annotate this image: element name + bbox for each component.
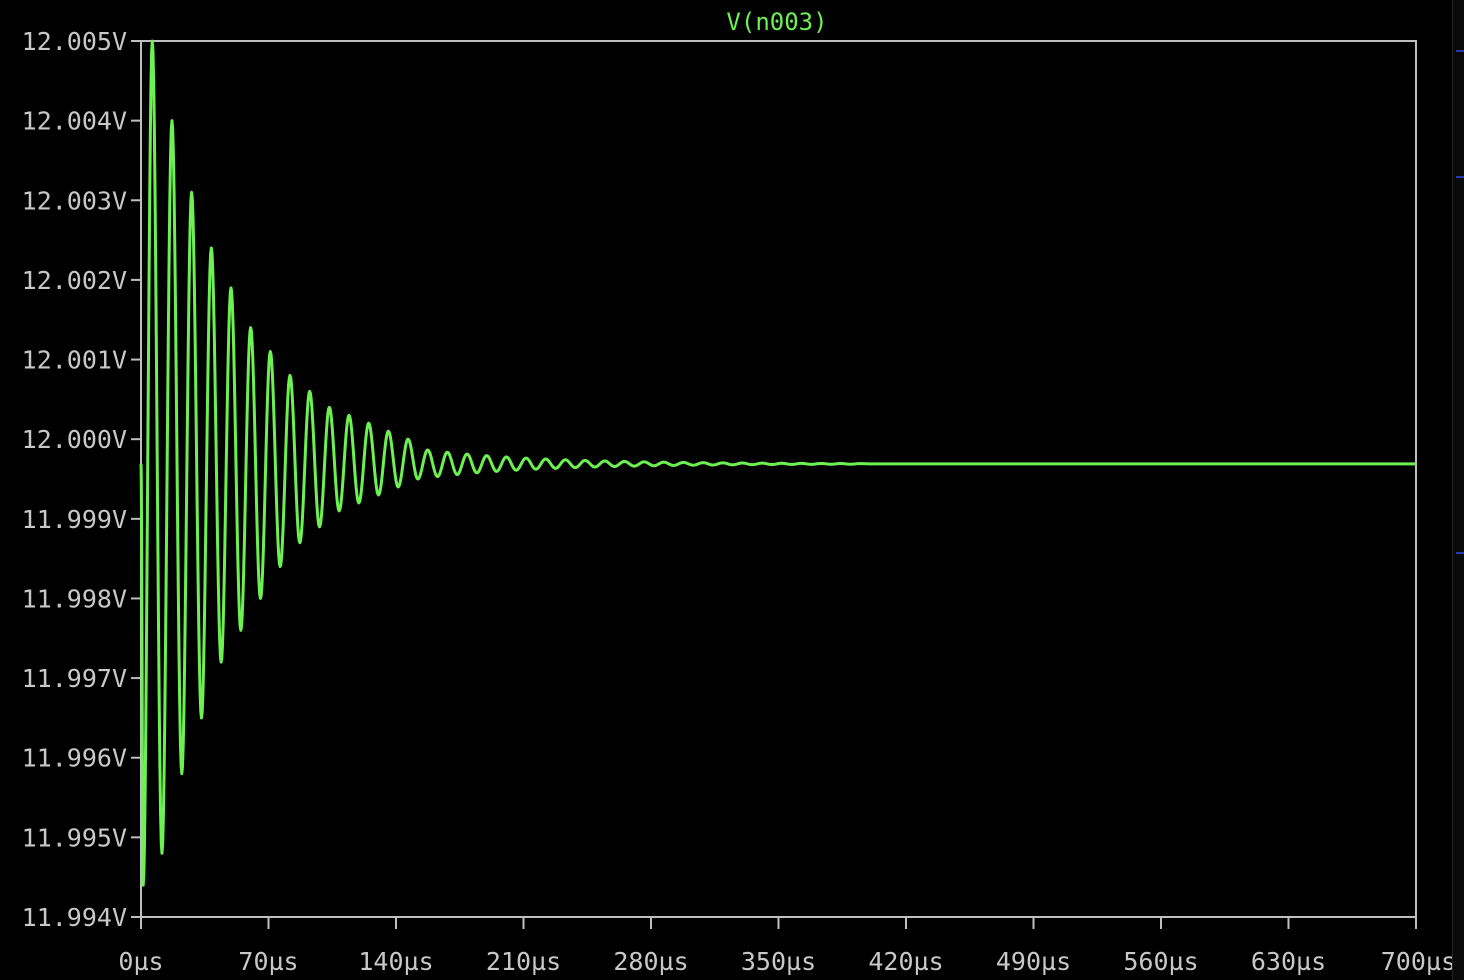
trace-title[interactable]: V(n003) — [726, 8, 827, 36]
x-tick-label: 490µs — [996, 947, 1071, 976]
y-tick-label: 11.999V — [22, 505, 127, 534]
series-line-v-n003[interactable] — [139, 39, 1416, 887]
y-tick-label: 11.995V — [22, 823, 127, 852]
edge-marker — [1456, 50, 1464, 52]
edge-marker — [1456, 552, 1464, 554]
y-tick-label: 11.998V — [22, 584, 127, 613]
y-tick-label: 11.994V — [22, 903, 127, 932]
x-tick-label: 700µs — [1381, 947, 1456, 976]
y-tick-label: 11.997V — [22, 664, 127, 693]
y-tick-label: 12.004V — [22, 107, 127, 136]
x-tick-label: 420µs — [868, 947, 943, 976]
tick-labels: 12.005V 12.004V 12.003V 12.002V 12.001V 12.00… — [22, 27, 1456, 976]
x-tick-label: 350µs — [741, 947, 816, 976]
x-tick-label: 210µs — [486, 947, 561, 976]
x-tick-label: 560µs — [1123, 947, 1198, 976]
y-tick-label: 12.002V — [22, 266, 127, 295]
y-tick-label: 12.005V — [22, 27, 127, 56]
y-tick-label: 12.000V — [22, 425, 127, 454]
y-tick-label: 12.003V — [22, 186, 127, 215]
x-tick-label: 70µs — [238, 947, 298, 976]
x-tick-label: 280µs — [613, 947, 688, 976]
edge-marker — [1456, 176, 1464, 178]
axis-ticks — [131, 40, 1417, 929]
x-tick-label: 630µs — [1251, 947, 1326, 976]
y-tick-label: 12.001V — [22, 346, 127, 375]
window-edge — [1452, 0, 1464, 980]
y-tick-label: 11.996V — [22, 744, 127, 773]
x-tick-label: 140µs — [358, 947, 433, 976]
x-tick-label: 0µs — [118, 947, 163, 976]
